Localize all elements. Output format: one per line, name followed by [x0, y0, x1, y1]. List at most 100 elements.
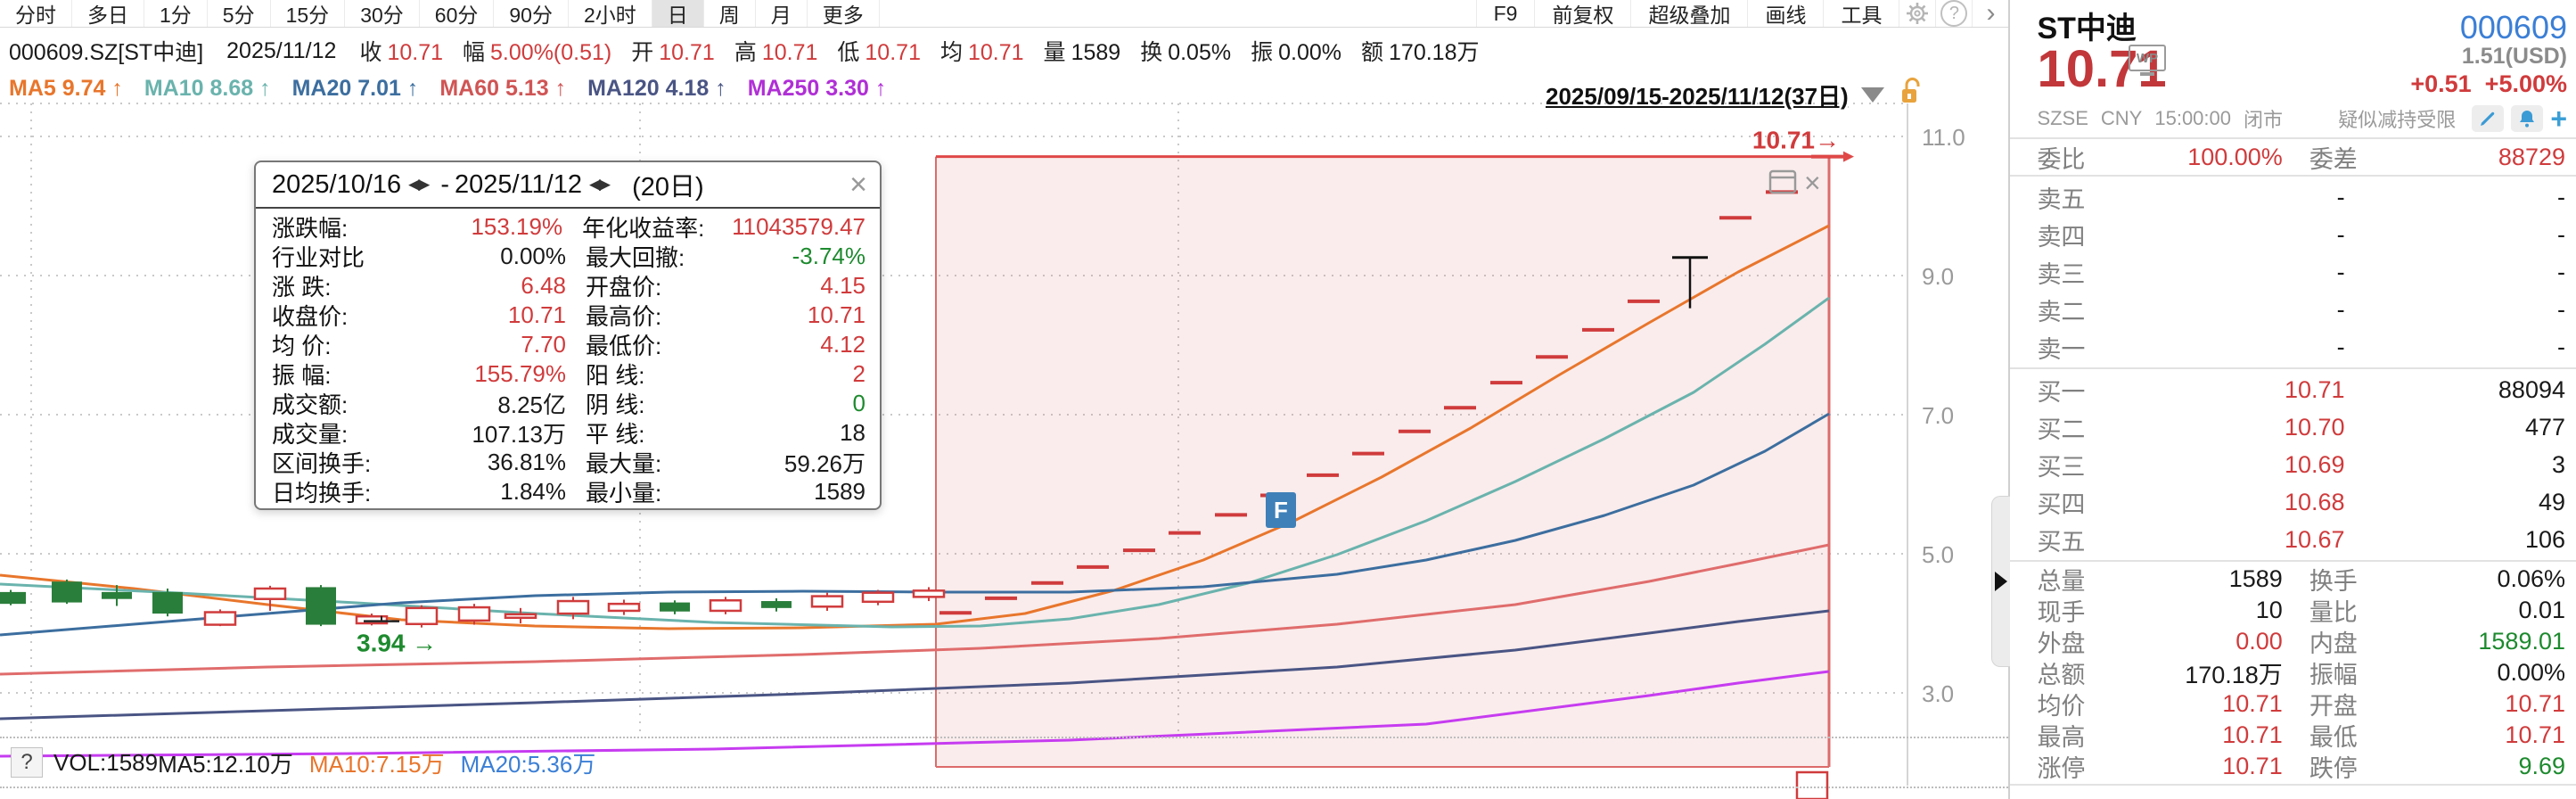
- stat-row-外盘: 外盘 0.00 内盘 1589.01: [2037, 628, 2565, 657]
- bid-row-买一[interactable]: 买一 10.71 88094: [2037, 375, 2565, 406]
- tab-60分[interactable]: 60分: [420, 0, 495, 27]
- stock-name: ST中迪: [2037, 12, 2137, 45]
- ask-row-卖五[interactable]: 卖五 - -: [2037, 183, 2565, 213]
- date-range-text[interactable]: 2025/09/15-2025/11/12(37日): [1546, 83, 1849, 110]
- ma-legend-MA250: MA250 3.30 ↑: [747, 75, 887, 101]
- panel-divider: [2010, 784, 2576, 786]
- popup-restore-icon: [1768, 169, 1797, 194]
- market-status: 闭市: [2244, 109, 2284, 131]
- candle-up: [556, 599, 590, 615]
- tab-周[interactable]: 周: [704, 0, 756, 27]
- vol-value: VOL:1589: [53, 748, 159, 776]
- candle-down: [102, 591, 132, 599]
- add-to-watchlist-icon[interactable]: +: [2550, 103, 2567, 135]
- tab-日[interactable]: 日: [652, 0, 704, 27]
- region-stats-popup[interactable]: 2025/10/16 ◀▶ - 2025/11/12 ◀▶ (20日) × 涨跌…: [254, 161, 882, 510]
- region-icons: ×: [1768, 167, 1821, 199]
- tab-1分[interactable]: 1分: [144, 0, 208, 27]
- panel-divider: [2010, 175, 2576, 177]
- popup-date-separator: -: [440, 169, 449, 199]
- start-date-stepper-icons[interactable]: ◀▶: [408, 176, 430, 193]
- tab-多日[interactable]: 多日: [72, 0, 144, 27]
- quote-field-振: 振 0.00%: [1251, 40, 1341, 65]
- end-date-stepper-icons[interactable]: ◀▶: [588, 176, 611, 193]
- bid-ladder: 买一 10.71 88094 买二 10.70 477 买三 10.69 3 买四 10.68 49 买…: [2010, 371, 2576, 558]
- candle-up: [355, 614, 389, 625]
- collapse-arrow-icon: [1995, 572, 2007, 591]
- candle-up: [457, 605, 491, 622]
- ma-line-MA20: [0, 412, 1830, 637]
- settings-gear-icon[interactable]: [1899, 0, 1935, 27]
- quote-panel-header: ST中迪 000609 10.71 1.51(USD) +0.51 +5.00%…: [2010, 0, 2576, 136]
- help-question-glyph: ?: [1940, 0, 1968, 27]
- wp-monitor-icon[interactable]: WP: [2129, 45, 2166, 76]
- ask-row-卖二[interactable]: 卖二 - -: [2037, 295, 2565, 325]
- quote-field-换: 换 0.05%: [1140, 40, 1232, 65]
- ma-legend-MA120: MA120 4.18 ↑: [587, 75, 726, 101]
- alert-bell-icon[interactable]: [2511, 105, 2544, 132]
- popup-stats-row: 区间换手: 36.81% 最大量: 59.26万: [272, 449, 866, 477]
- volume-help-icon[interactable]: ?: [11, 747, 43, 778]
- price-line: 10.71→: [936, 127, 1854, 162]
- price-change: +0.51 +5.00%: [2410, 70, 2567, 97]
- ask-row-卖三[interactable]: 卖三 - -: [2037, 258, 2565, 288]
- price-arrow: [1843, 151, 1854, 162]
- svg-text:F: F: [1274, 497, 1288, 523]
- candle-down: [152, 591, 183, 614]
- stat-row-总量: 总量 1589 换手 0.06%: [2037, 565, 2565, 595]
- toolbar-button-前复权[interactable]: 前复权: [1534, 0, 1630, 27]
- ask-row-卖四[interactable]: 卖四 - -: [2037, 220, 2565, 251]
- bid-row-买五[interactable]: 买五 10.67 106: [2037, 525, 2565, 556]
- y-axis-tick: 9.0: [1922, 263, 1954, 290]
- region-close-icon: ×: [1804, 167, 1821, 199]
- wp-label: WP: [2129, 45, 2166, 71]
- candle-up: [709, 599, 742, 613]
- tab-30分[interactable]: 30分: [345, 0, 420, 27]
- quote-stats-table: 总量 1589 换手 0.06% 现手 10 量比 0.01 外盘 0.00 内盘 1589.01 总额…: [2010, 564, 2576, 782]
- popup-stats-row: 收盘价: 10.71 最高价: 10.71: [272, 301, 866, 330]
- tab-分时[interactable]: 分时: [0, 0, 72, 27]
- toolbar-button-工具[interactable]: 工具: [1823, 0, 1899, 27]
- edit-pencil-icon[interactable]: [2472, 105, 2505, 132]
- bid-row-买二[interactable]: 买二 10.70 477: [2037, 413, 2565, 443]
- candlestick-chart[interactable]: 11.0 9.0 7.0 5.0 3.0 10.71→ × 3.94 → F: [0, 0, 2010, 799]
- ma-legend-MA5: MA5 9.74 ↑: [9, 75, 123, 101]
- chevron-right-icon[interactable]: ›: [1972, 0, 2008, 28]
- candles-left: [0, 579, 946, 628]
- quote-field-幅: 幅 5.00%(0.51): [463, 40, 612, 65]
- weibi-value: 100.00%: [2187, 143, 2283, 170]
- panel-collapse-handle[interactable]: [1991, 496, 2010, 667]
- help-icon[interactable]: ?: [1935, 0, 1972, 27]
- range-dropdown-caret-icon[interactable]: [1860, 87, 1884, 103]
- tab-5分[interactable]: 5分: [208, 0, 271, 27]
- price-line-label: 10.71→: [1752, 127, 1840, 154]
- quote-info-bar: 000609.SZ[ST中迪] 2025/11/12 收 10.71 幅 5.00%(…: [0, 28, 2009, 74]
- stat-row-均价: 均价 10.71 开盘 10.71: [2037, 690, 2565, 720]
- tab-更多[interactable]: 更多: [808, 0, 880, 27]
- stock-code[interactable]: 000609: [2459, 9, 2567, 45]
- ask-row-卖一[interactable]: 卖一 - -: [2037, 333, 2565, 363]
- bid-row-买四[interactable]: 买四 10.68 49: [2037, 488, 2565, 518]
- toolbar-button-F9[interactable]: F9: [1475, 0, 1535, 27]
- toolbar-button-画线[interactable]: 画线: [1747, 0, 1823, 27]
- tab-15分[interactable]: 15分: [271, 0, 346, 27]
- vol-ma5: MA5:12.10万: [158, 750, 293, 778]
- popup-stats-row: 振 幅: 155.79% 阳 线: 2: [272, 360, 866, 389]
- candle-down: [761, 601, 792, 608]
- quote-field-量: 量 1589: [1043, 40, 1121, 65]
- toolbar-button-超级叠加[interactable]: 超级叠加: [1630, 0, 1747, 27]
- popup-start-date: 2025/10/16: [272, 169, 402, 199]
- popup-stats-row: 行业对比 0.00% 最大回撤: -3.74%: [272, 243, 866, 271]
- tab-2小时[interactable]: 2小时: [569, 0, 652, 27]
- tab-月[interactable]: 月: [756, 0, 808, 27]
- bid-row-买三[interactable]: 买三 10.69 3: [2037, 450, 2565, 481]
- popup-stats-row: 成交量: 107.13万平 线: 18: [272, 419, 866, 448]
- popup-close-icon[interactable]: ×: [849, 168, 867, 202]
- quote-field-开: 开 10.71: [631, 40, 715, 65]
- candle-down: [660, 602, 690, 612]
- unlock-icon[interactable]: [1899, 77, 1925, 113]
- tab-90分[interactable]: 90分: [494, 0, 569, 27]
- popup-stats-table: 涨跌幅: 153.19% 年化收益率: 11043579.47 行业对比 0.00% 最大回…: [256, 209, 880, 507]
- panel-divider: [2010, 367, 2576, 369]
